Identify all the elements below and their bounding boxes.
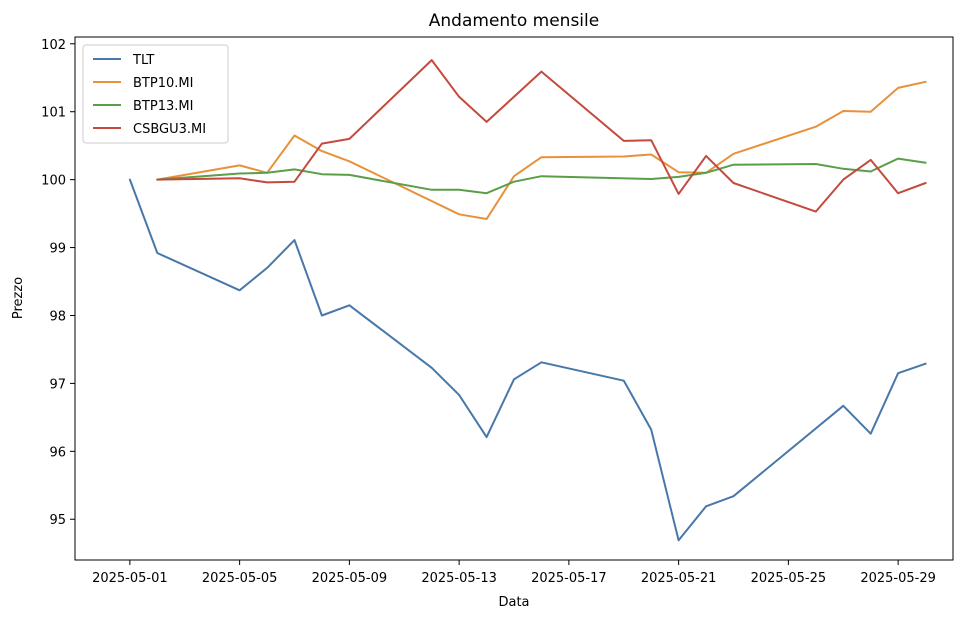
x-tick-label: 2025-05-09 — [312, 571, 388, 586]
x-tick-label: 2025-05-21 — [641, 571, 717, 586]
y-tick-label: 95 — [49, 513, 66, 528]
x-tick-label: 2025-05-05 — [202, 571, 278, 586]
y-tick-label: 102 — [41, 38, 66, 53]
y-axis-label: Prezzo — [11, 277, 26, 319]
legend-label: CSBGU3.MI — [133, 122, 206, 137]
series-line-btp13-mi — [156, 157, 927, 195]
legend-label: TLT — [132, 53, 154, 68]
y-tick-label: 99 — [49, 242, 66, 257]
series-line-tlt — [128, 178, 927, 542]
x-tick-label: 2025-05-13 — [421, 571, 497, 586]
legend-label: BTP10.MI — [133, 76, 193, 91]
y-tick-label: 97 — [49, 377, 66, 392]
legend-box — [82, 44, 229, 144]
x-tick-label: 2025-05-17 — [531, 571, 607, 586]
x-axis: 2025-05-01 2025-05-05 2025-05-09 2025-05-13… — [92, 560, 936, 586]
y-tick-label: 101 — [41, 106, 66, 121]
y-tick-label: 96 — [49, 445, 66, 460]
series-line-csbgu3-mi — [156, 59, 927, 213]
y-tick-label: 98 — [49, 309, 66, 324]
legend: TLT BTP10.MI BTP13.MI CSBGU3.MI — [82, 44, 229, 144]
x-tick-label: 2025-05-29 — [860, 571, 936, 586]
y-axis: 95 96 97 98 99 100 101 102 — [41, 38, 75, 528]
chart-title: Andamento mensile — [429, 11, 599, 31]
series-line-btp10-mi — [156, 80, 927, 220]
plot-area — [74, 36, 954, 561]
series-layer — [128, 59, 927, 542]
y-tick-label: 100 — [41, 174, 66, 189]
x-tick-label: 2025-05-01 — [92, 571, 168, 586]
x-axis-label: Data — [498, 595, 529, 610]
x-tick-label: 2025-05-25 — [751, 571, 827, 586]
legend-label: BTP13.MI — [133, 99, 193, 114]
